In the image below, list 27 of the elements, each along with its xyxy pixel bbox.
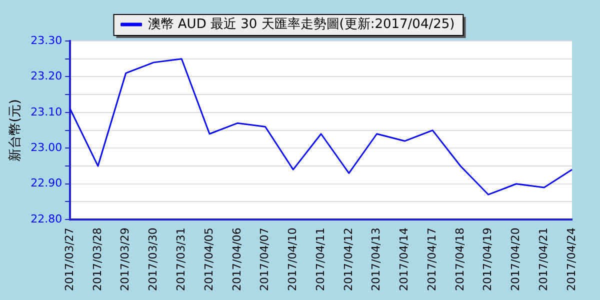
x-tick-label: 2017/04/24 (564, 228, 578, 292)
y-tick-label: 22.90 (30, 176, 62, 190)
y-tick-label: 23.30 (30, 34, 62, 47)
x-tick-label: 2017/03/30 (146, 228, 160, 292)
x-tick-label: 2017/03/29 (118, 228, 132, 292)
x-tick-label: 2017/03/28 (90, 228, 104, 292)
x-tick-label: 2017/04/21 (536, 228, 550, 292)
x-tick-label: 2017/04/13 (370, 228, 383, 292)
x-tick-label: 2017/04/20 (509, 228, 522, 292)
x-tick-label: 2017/04/06 (230, 228, 244, 292)
x-tick-label: 2017/04/10 (286, 228, 300, 292)
x-tick-label: 2017/04/17 (425, 228, 438, 292)
x-tick-label: 2017/04/11 (314, 228, 327, 292)
y-tick-label: 23.20 (30, 70, 62, 83)
x-tick-label: 2017/04/12 (342, 228, 355, 292)
x-tick-label: 2017/04/07 (258, 228, 272, 292)
x-tick-label: 2017/04/14 (398, 228, 411, 292)
legend-label: 澳幣 AUD 最近 30 天匯率走勢圖(更新:2017/04/25) (148, 16, 455, 32)
y-tick-label: 22.80 (30, 212, 62, 226)
x-tick-label: 2017/03/27 (62, 228, 76, 292)
y-axis-title: 新台幣(元) (8, 99, 24, 162)
x-tick-label: 2017/04/19 (481, 228, 494, 292)
x-tick-label: 2017/04/18 (453, 228, 466, 292)
y-tick-label: 23.00 (30, 141, 62, 154)
x-tick-label: 2017/03/31 (174, 228, 188, 292)
y-tick-label: 23.10 (30, 105, 62, 118)
x-tick-label: 2017/04/05 (202, 228, 216, 292)
